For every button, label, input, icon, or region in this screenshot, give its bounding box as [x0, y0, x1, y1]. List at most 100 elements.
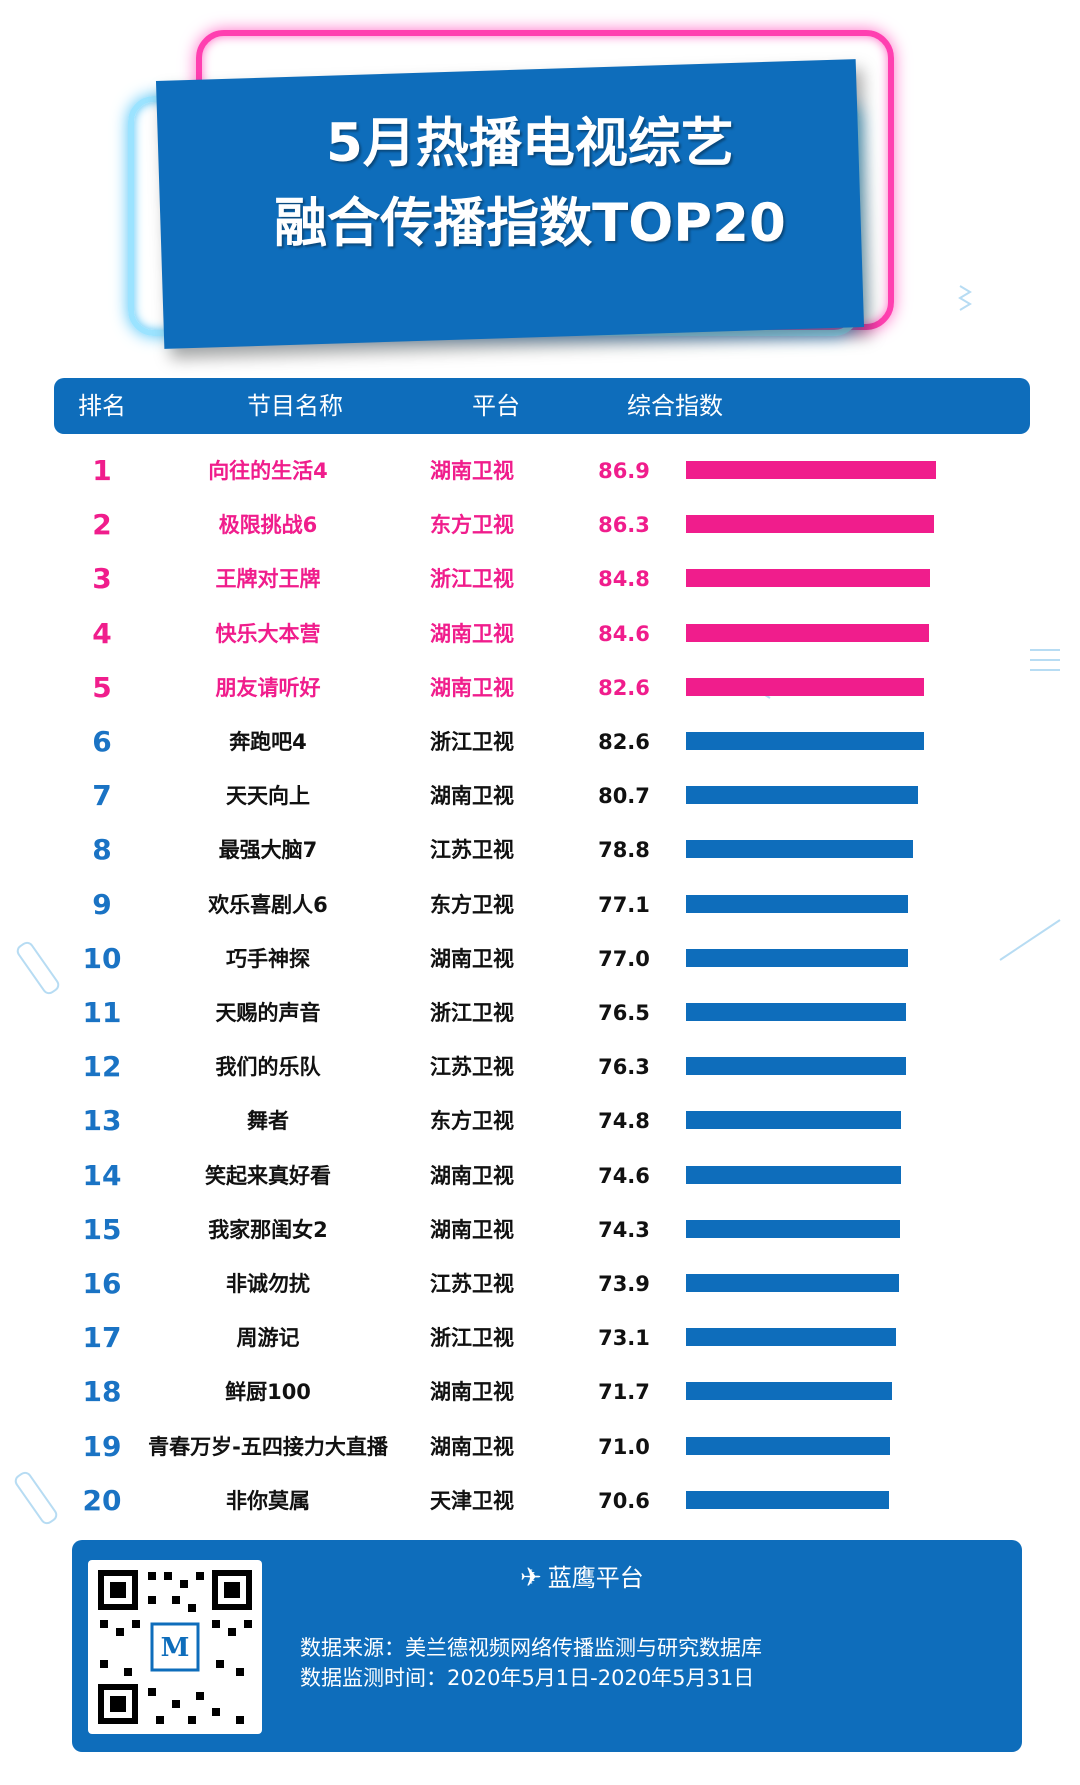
- platform-name: 湖南卫视: [430, 459, 514, 483]
- rank-number: 18: [82, 1375, 122, 1409]
- program-name: 极限挑战6: [218, 513, 318, 538]
- platform-name: 湖南卫视: [430, 1380, 514, 1405]
- table-row: 2 极限挑战6 东方卫视 86.3: [0, 498, 1080, 552]
- program-name: 周游记: [236, 1326, 300, 1351]
- score-bar: [686, 1328, 897, 1347]
- program-name: 舞者: [247, 1109, 289, 1134]
- rank-number: 2: [92, 508, 112, 542]
- table-row: 6 奔跑吧4 浙江卫视 82.6: [0, 715, 1080, 769]
- platform-name: 东方卫视: [430, 1109, 514, 1134]
- rank-number: 7: [92, 779, 112, 813]
- table-row: 19 青春万岁-五四接力大直播 湖南卫视 71.0: [0, 1420, 1080, 1474]
- score-bar: [686, 1057, 906, 1076]
- platform-name: 湖南卫视: [430, 1434, 514, 1459]
- score-bar: [686, 732, 924, 750]
- score-bar: [686, 1490, 890, 1509]
- score-label: 76.3: [598, 1055, 650, 1080]
- score-label: 74.3: [598, 1217, 650, 1242]
- program-name: 欢乐喜剧人6: [208, 892, 328, 917]
- platform-name: 湖南卫视: [430, 1217, 514, 1242]
- score-bar: [686, 1382, 893, 1401]
- platform-name: 湖南卫视: [430, 675, 514, 700]
- platform-name: 湖南卫视: [430, 1163, 514, 1188]
- rank-number: 9: [92, 887, 112, 921]
- table-row: 12 我们的乐队 江苏卫视 76.3: [0, 1040, 1080, 1094]
- program-name: 天赐的声音: [215, 1001, 321, 1025]
- score-label: 82.6: [598, 730, 650, 754]
- rank-number: 15: [82, 1212, 122, 1246]
- data-source: 数据来源：美兰德视频网络传播监测与研究数据库: [300, 1636, 762, 1660]
- rank-number: 3: [92, 562, 112, 596]
- svg-text:M: M: [161, 1633, 190, 1663]
- score-label: 86.9: [598, 459, 650, 483]
- score-bar: [686, 1274, 899, 1292]
- qr-code: M: [88, 1560, 262, 1734]
- score-bar: [686, 1111, 902, 1130]
- table-row: 17 周游记 浙江卫视 73.1: [0, 1311, 1080, 1365]
- score-bar: [686, 786, 919, 805]
- table-row: 3 王牌对王牌 浙江卫视 84.8: [0, 552, 1080, 606]
- score-bar: [686, 1436, 891, 1455]
- score-bar: [686, 894, 908, 913]
- header-platform: 平台: [472, 392, 520, 420]
- table-row: 8 最强大脑7 江苏卫视 78.8: [0, 823, 1080, 877]
- rank-number: 6: [92, 725, 112, 758]
- score-label: 74.8: [598, 1109, 650, 1134]
- table-header-bar: [54, 378, 1030, 434]
- data-period: 数据监测时间：2020年5月1日-2020年5月31日: [300, 1666, 755, 1690]
- qr-code-graphic: M: [98, 1570, 252, 1724]
- program-name: 非诚勿扰: [226, 1272, 310, 1296]
- table-row: 16 非诚勿扰 江苏卫视 73.9: [0, 1257, 1080, 1311]
- rank-number: 4: [92, 616, 112, 650]
- score-bar: [686, 1219, 900, 1238]
- platform-name: 湖南卫视: [430, 621, 514, 646]
- rank-number: 20: [82, 1483, 122, 1517]
- title-line-2: 融合传播指数TOP20: [274, 193, 786, 254]
- score-label: 77.1: [598, 892, 650, 917]
- rank-number: 19: [82, 1429, 122, 1463]
- platform-name: 东方卫视: [430, 892, 514, 917]
- table-row: 7 天天向上 湖南卫视 80.7: [0, 769, 1080, 823]
- table-row: 1 向往的生活4 湖南卫视 86.9: [0, 444, 1080, 498]
- score-bar: [686, 569, 930, 588]
- score-bar: [686, 677, 924, 696]
- rank-number: 11: [82, 996, 122, 1029]
- rank-number: 16: [82, 1267, 122, 1300]
- header-name: 节目名称: [247, 392, 343, 420]
- program-name: 奔跑吧4: [229, 730, 307, 754]
- score-bar: [686, 515, 935, 534]
- platform-name: 湖南卫视: [430, 784, 514, 809]
- header-rank: 排名: [78, 392, 126, 420]
- platform-name: 浙江卫视: [430, 567, 514, 592]
- program-name: 向往的生活4: [208, 459, 328, 483]
- program-name: 快乐大本营: [215, 621, 321, 646]
- table-row: 11 天赐的声音 浙江卫视 76.5: [0, 986, 1080, 1040]
- program-name: 非你莫属: [226, 1488, 310, 1513]
- platform-name: 江苏卫视: [430, 1272, 514, 1296]
- table-row: 9 欢乐喜剧人6 东方卫视 77.1: [0, 878, 1080, 932]
- program-name: 我家那闺女2: [208, 1217, 328, 1242]
- platform-name: 湖南卫视: [430, 946, 514, 971]
- score-label: 80.7: [598, 784, 650, 809]
- rank-number: 14: [82, 1158, 122, 1192]
- header-score: 综合指数: [627, 392, 723, 420]
- score-label: 82.6: [598, 675, 650, 700]
- score-label: 70.6: [598, 1488, 650, 1513]
- score-label: 71.7: [598, 1380, 650, 1405]
- score-bar: [686, 840, 913, 859]
- platform-name: 东方卫视: [430, 513, 514, 538]
- score-label: 86.3: [598, 513, 650, 538]
- platform-name: 天津卫视: [430, 1488, 514, 1513]
- score-bar: [686, 948, 908, 967]
- table-row: 20 非你莫属 天津卫视 70.6: [0, 1474, 1080, 1528]
- score-label: 78.8: [598, 838, 650, 863]
- score-label: 73.1: [598, 1326, 650, 1351]
- score-bar: [686, 461, 936, 479]
- rank-number: 1: [92, 454, 112, 487]
- program-name: 天天向上: [226, 784, 310, 809]
- eagle-icon: ✈: [520, 1563, 542, 1593]
- score-label: 71.0: [598, 1434, 650, 1459]
- platform-name: 江苏卫视: [430, 1055, 514, 1080]
- score-label: 84.8: [598, 567, 650, 592]
- program-name: 王牌对王牌: [215, 567, 321, 592]
